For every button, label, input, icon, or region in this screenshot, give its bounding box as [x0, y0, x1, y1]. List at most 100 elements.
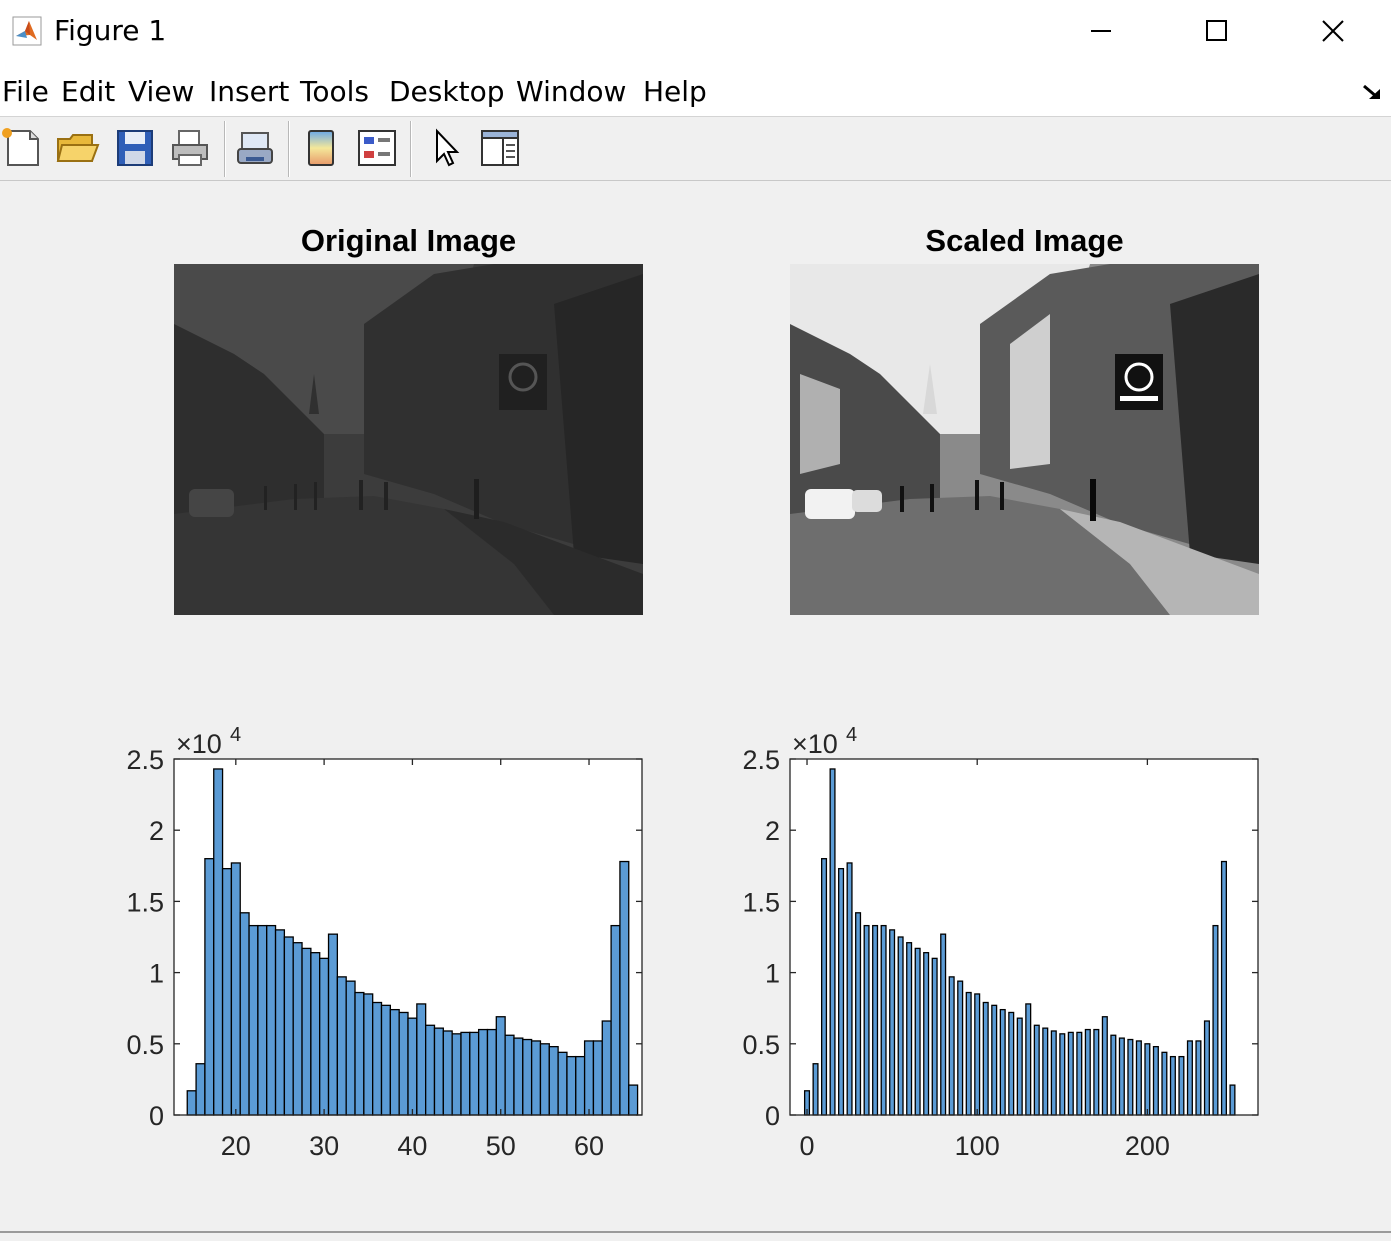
- menu-bar: File Edit View Insert Tools Desktop Wind…: [0, 62, 1391, 117]
- menu-help[interactable]: Help: [643, 75, 707, 108]
- original-ytick-label: 2.5: [126, 745, 164, 775]
- scaled-bar: [880, 924, 887, 1116]
- minimize-button[interactable]: [1078, 8, 1124, 54]
- scaled-bar: [1059, 1033, 1066, 1116]
- original-bar: [310, 952, 321, 1116]
- scaled-bar: [1161, 1051, 1168, 1116]
- original-bar: [389, 1008, 400, 1116]
- menu-window[interactable]: Window: [516, 75, 627, 108]
- original-bar: [380, 1004, 391, 1116]
- original-bar: [345, 980, 356, 1116]
- dock-arrow-icon[interactable]: [1361, 82, 1383, 104]
- original-xtick-label: 50: [486, 1131, 516, 1161]
- menu-edit[interactable]: Edit: [61, 75, 116, 108]
- original-bar: [619, 860, 630, 1116]
- insert-legend-icon[interactable]: [354, 125, 400, 171]
- scaled-bar: [1118, 1037, 1125, 1116]
- original-bar: [495, 1016, 506, 1116]
- original-bar: [460, 1031, 471, 1116]
- scaled-bar: [1203, 1020, 1210, 1116]
- scaled-ytick-label: 1: [765, 959, 780, 989]
- scaled-bar: [1110, 1034, 1117, 1116]
- toolbar-separator: [410, 121, 412, 177]
- scaled-bar: [821, 858, 828, 1116]
- scaled-bar: [1144, 1043, 1151, 1116]
- save-icon[interactable]: [112, 125, 158, 171]
- original-bar: [363, 993, 374, 1116]
- scaled-bar: [1101, 1016, 1108, 1116]
- insert-colorbar-icon[interactable]: [298, 125, 344, 171]
- scaled-bar: [1042, 1027, 1049, 1116]
- scaled-bar: [1016, 1017, 1023, 1116]
- original-bar: [354, 991, 365, 1116]
- scaled-bar: [829, 768, 836, 1116]
- original-bar: [186, 1090, 197, 1116]
- original-bar: [213, 768, 224, 1116]
- window-title: Figure 1: [54, 14, 167, 47]
- original-bar: [451, 1033, 462, 1116]
- edit-plot-arrow-icon[interactable]: [423, 125, 469, 171]
- original-ytick-label: 0.5: [126, 1030, 164, 1060]
- original-bar: [522, 1038, 533, 1116]
- link-plot-icon[interactable]: [232, 125, 278, 171]
- scaled-ytick-label: 2: [765, 816, 780, 846]
- scaled-bar: [982, 1001, 989, 1116]
- close-button[interactable]: [1310, 8, 1356, 54]
- scaled-ytick-label: 0.5: [742, 1030, 780, 1060]
- scaled-bar: [889, 929, 896, 1116]
- maximize-button[interactable]: [1193, 8, 1239, 54]
- original-ytick-label: 0: [149, 1101, 164, 1131]
- original-bar: [266, 924, 277, 1116]
- original-bar: [248, 924, 259, 1116]
- original-bar: [292, 942, 303, 1116]
- print-icon[interactable]: [167, 125, 213, 171]
- scaled-bar: [1067, 1031, 1074, 1116]
- original-bar: [398, 1011, 409, 1116]
- original-bar: [327, 933, 339, 1116]
- original-xtick-label: 30: [309, 1131, 339, 1161]
- original-bar: [336, 976, 347, 1116]
- scaled-bar: [1135, 1040, 1142, 1116]
- menu-insert[interactable]: Insert: [209, 75, 290, 108]
- scaled-axes-box: [789, 758, 1259, 1116]
- menu-desktop[interactable]: Desktop: [389, 75, 505, 108]
- scaled-street-scene: [790, 264, 1259, 615]
- original-bar: [539, 1043, 550, 1116]
- scaled-bar: [863, 924, 870, 1116]
- scaled-bar: [855, 912, 862, 1116]
- scaled-image-title: Scaled Image: [925, 223, 1124, 258]
- menu-file[interactable]: File: [2, 75, 49, 108]
- original-bar: [195, 1063, 206, 1116]
- scaled-bar: [1025, 1003, 1032, 1116]
- scaled-exponent-label: ×10: [792, 729, 838, 759]
- menu-view[interactable]: View: [128, 75, 195, 108]
- new-figure-icon[interactable]: [0, 125, 46, 171]
- original-bar: [477, 1028, 489, 1116]
- original-xtick-label: 20: [221, 1131, 251, 1161]
- scaled-bar: [974, 993, 981, 1116]
- menu-tools[interactable]: Tools: [300, 75, 369, 108]
- original-bar: [566, 1055, 577, 1116]
- scaled-bar: [1033, 1024, 1040, 1116]
- scaled-bar: [1084, 1028, 1091, 1116]
- original-bar: [592, 1040, 603, 1116]
- scaled-xtick-label: 0: [800, 1131, 815, 1161]
- scaled-bar: [1127, 1038, 1134, 1116]
- scaled-bar: [1008, 1011, 1015, 1116]
- original-exponent-power: 4: [230, 724, 241, 746]
- original-bar: [530, 1040, 542, 1116]
- original-ytick-label: 1: [149, 959, 164, 989]
- histogram-original: 0 0.5 1 1.5 2 2.5 20 30 40 50 60 ×10 4: [126, 724, 643, 1161]
- original-bar: [204, 858, 215, 1116]
- original-bar: [274, 929, 286, 1116]
- scaled-exponent-power: 4: [846, 724, 857, 746]
- scaled-bar: [1220, 860, 1227, 1116]
- original-image-title: Original Image: [300, 223, 517, 258]
- scaled-bar: [1076, 1031, 1083, 1116]
- scaled-bar: [906, 942, 913, 1116]
- original-bar: [257, 924, 268, 1116]
- property-inspector-icon[interactable]: [477, 125, 523, 171]
- original-bar: [469, 1031, 480, 1116]
- open-file-icon[interactable]: [54, 125, 100, 171]
- original-bar: [442, 1030, 453, 1116]
